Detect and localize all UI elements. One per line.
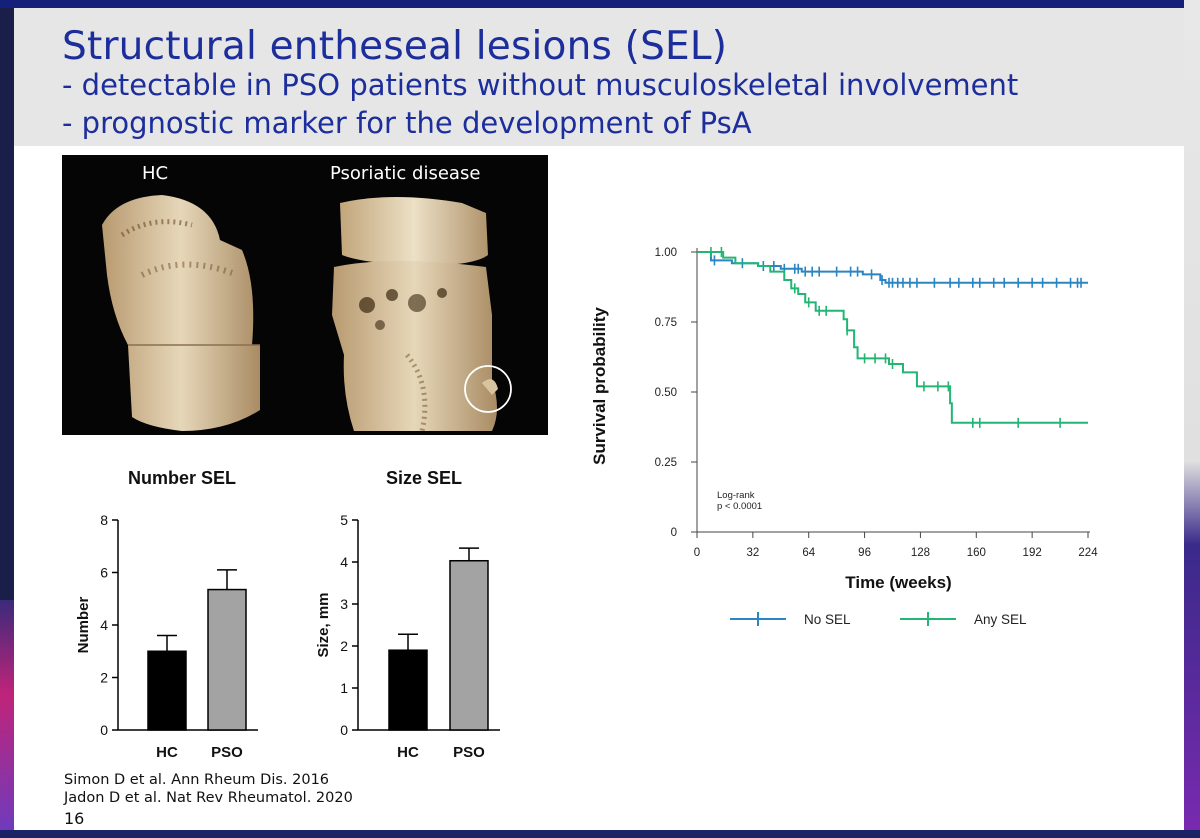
frame-right-edge (1184, 0, 1200, 838)
bullet-1: - detectable in PSO patients without mus… (62, 68, 1019, 102)
number-sel-y-tick-label: 4 (100, 617, 108, 633)
number-sel-title: Number SEL (127, 468, 237, 488)
km-line-any-sel (697, 251, 1088, 424)
size-sel-bar-hc (388, 649, 428, 731)
size-sel-y-tick-label: 2 (340, 638, 348, 654)
reference-2: Jadon D et al. Nat Rev Rheumatol. 2020 (64, 790, 353, 806)
frame-top (0, 0, 1200, 8)
number-sel-category-label: PSO (211, 744, 243, 761)
size-sel-y-tick-label: 3 (340, 596, 348, 612)
km-x-tick-label: 224 (1078, 547, 1098, 559)
km-x-tick-label: 128 (911, 547, 930, 559)
number-sel-chart: 0 2 4 6 8 Number HC PSO (75, 512, 258, 761)
km-y-tick-label: 0.75 (655, 317, 677, 329)
number-sel-category-label: HC (156, 744, 178, 761)
size-sel-y-tick-label: 0 (340, 722, 348, 738)
references: Simon D et al. Ann Rheum Dis. 2016 Jadon… (64, 771, 353, 807)
slide: Structural entheseal lesions (SEL) - det… (14, 8, 1184, 830)
size-sel-y-axis-label: Size, mm (315, 592, 332, 657)
km-x-axis-label: Time (weeks) (845, 573, 951, 592)
km-x-tick-label: 32 (746, 547, 759, 559)
micro-ct-image: HC Psoriatic disease (62, 155, 548, 435)
number-sel-y-tick-label: 6 (100, 565, 108, 581)
km-annotation-line-1: Log-rank (717, 490, 755, 501)
size-sel-chart: 0 1 2 3 4 5 Size, mm HC PSO (315, 512, 500, 761)
bone-illustration (102, 195, 512, 432)
survival-chart: 0 0.25 0.50 0.75 1.00 0 32 64 96 128 160 192 224 Surv… (590, 247, 1098, 627)
km-annotation-line-2: p < 0.0001 (717, 501, 762, 512)
number-sel-y-tick-label: 0 (100, 722, 108, 738)
slide-title: Structural entheseal lesions (SEL) (62, 24, 728, 69)
psoriatic-bone (332, 197, 512, 432)
km-x-tick-label: 160 (967, 547, 986, 559)
km-legend-label-no-sel: No SEL (804, 612, 851, 627)
size-sel-y-tick-label: 5 (340, 512, 348, 528)
size-sel-bar-pso (449, 559, 489, 731)
page-number: 16 (64, 809, 85, 828)
number-sel-y-tick-label: 8 (100, 512, 108, 528)
km-y-tick-label: 0.25 (655, 457, 677, 469)
km-y-tick-label: 1.00 (655, 247, 677, 259)
size-sel-y-tick-label: 4 (340, 554, 348, 570)
number-sel-y-axis-label: Number (75, 597, 92, 654)
km-x-tick-label: 96 (858, 547, 871, 559)
km-y-tick-label: 0.50 (655, 387, 677, 399)
km-x-tick-label: 192 (1023, 547, 1042, 559)
km-legend-label-any-sel: Any SEL (974, 612, 1027, 627)
title-band: Structural entheseal lesions (SEL) - det… (14, 8, 1184, 146)
km-x-tick-label: 64 (802, 547, 815, 559)
size-sel-category-label: PSO (453, 744, 485, 761)
number-sel-bar-pso (207, 588, 247, 731)
ct-label-psoriatic: Psoriatic disease (330, 163, 481, 184)
hc-bone (102, 195, 260, 431)
km-x-tick-label: 0 (694, 547, 700, 559)
size-sel-title: Size SEL (385, 468, 463, 488)
size-sel-y-tick-label: 1 (340, 680, 348, 696)
size-sel-category-label: HC (397, 744, 419, 761)
reference-1: Simon D et al. Ann Rheum Dis. 2016 (64, 772, 330, 788)
number-sel-y-tick-label: 2 (100, 670, 108, 686)
number-sel-bar-hc (147, 650, 187, 731)
frame-bottom (0, 830, 1200, 838)
bullet-2: - prognostic marker for the development … (62, 106, 752, 140)
frame-left-glow (0, 600, 14, 838)
km-y-axis-label: Survival probability (590, 307, 609, 465)
km-y-tick-label: 0 (671, 527, 677, 539)
ct-label-hc: HC (142, 163, 169, 184)
